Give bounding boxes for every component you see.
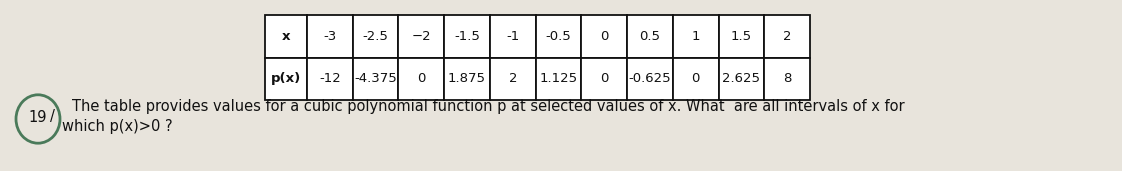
Text: which p(x)>0 ?: which p(x)>0 ? [62, 119, 173, 134]
Bar [307, 15, 352, 57]
Text: The table provides values for a cubic polynomial function p at selected values o: The table provides values for a cubic po… [72, 98, 904, 114]
Bar [764, 57, 810, 100]
Bar [490, 15, 535, 57]
Bar [265, 15, 307, 57]
Bar [490, 57, 535, 100]
Text: -2.5: -2.5 [362, 30, 388, 43]
Bar [535, 15, 581, 57]
Bar [265, 57, 307, 100]
Text: /: / [49, 109, 55, 124]
Text: x: x [282, 30, 291, 43]
Text: -3: -3 [323, 30, 337, 43]
Text: -4.375: -4.375 [355, 72, 397, 85]
Bar [718, 15, 764, 57]
Text: 0: 0 [600, 72, 608, 85]
Bar [535, 57, 581, 100]
Bar [352, 15, 398, 57]
Text: 0: 0 [600, 30, 608, 43]
Text: 2: 2 [508, 72, 517, 85]
Bar [444, 57, 490, 100]
Text: −2: −2 [412, 30, 431, 43]
Bar [581, 15, 627, 57]
Text: 19: 19 [29, 109, 47, 124]
Bar [764, 15, 810, 57]
Bar [673, 57, 718, 100]
Bar [673, 15, 718, 57]
Text: -0.625: -0.625 [628, 72, 671, 85]
Text: 2.625: 2.625 [723, 72, 761, 85]
Text: -1: -1 [506, 30, 519, 43]
Bar [352, 57, 398, 100]
Text: 0.5: 0.5 [640, 30, 661, 43]
Text: 0: 0 [691, 72, 700, 85]
Text: 1.5: 1.5 [730, 30, 752, 43]
Bar [307, 57, 352, 100]
Text: 8: 8 [783, 72, 791, 85]
Text: p(x): p(x) [270, 72, 301, 85]
Bar [627, 15, 673, 57]
Text: -0.5: -0.5 [545, 30, 571, 43]
Text: 1: 1 [691, 30, 700, 43]
Text: 0: 0 [417, 72, 425, 85]
Bar [627, 57, 673, 100]
Text: 1.125: 1.125 [540, 72, 578, 85]
Bar [444, 15, 490, 57]
Bar [581, 57, 627, 100]
Bar [398, 57, 444, 100]
Text: -1.5: -1.5 [454, 30, 480, 43]
Bar [718, 57, 764, 100]
Bar [398, 15, 444, 57]
Text: 1.875: 1.875 [448, 72, 486, 85]
Text: 2: 2 [783, 30, 791, 43]
Text: -12: -12 [319, 72, 341, 85]
